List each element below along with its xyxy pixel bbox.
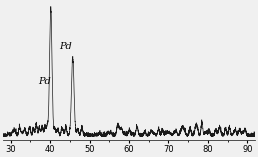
Text: Pd: Pd <box>60 42 72 51</box>
Text: Pd: Pd <box>38 77 51 86</box>
